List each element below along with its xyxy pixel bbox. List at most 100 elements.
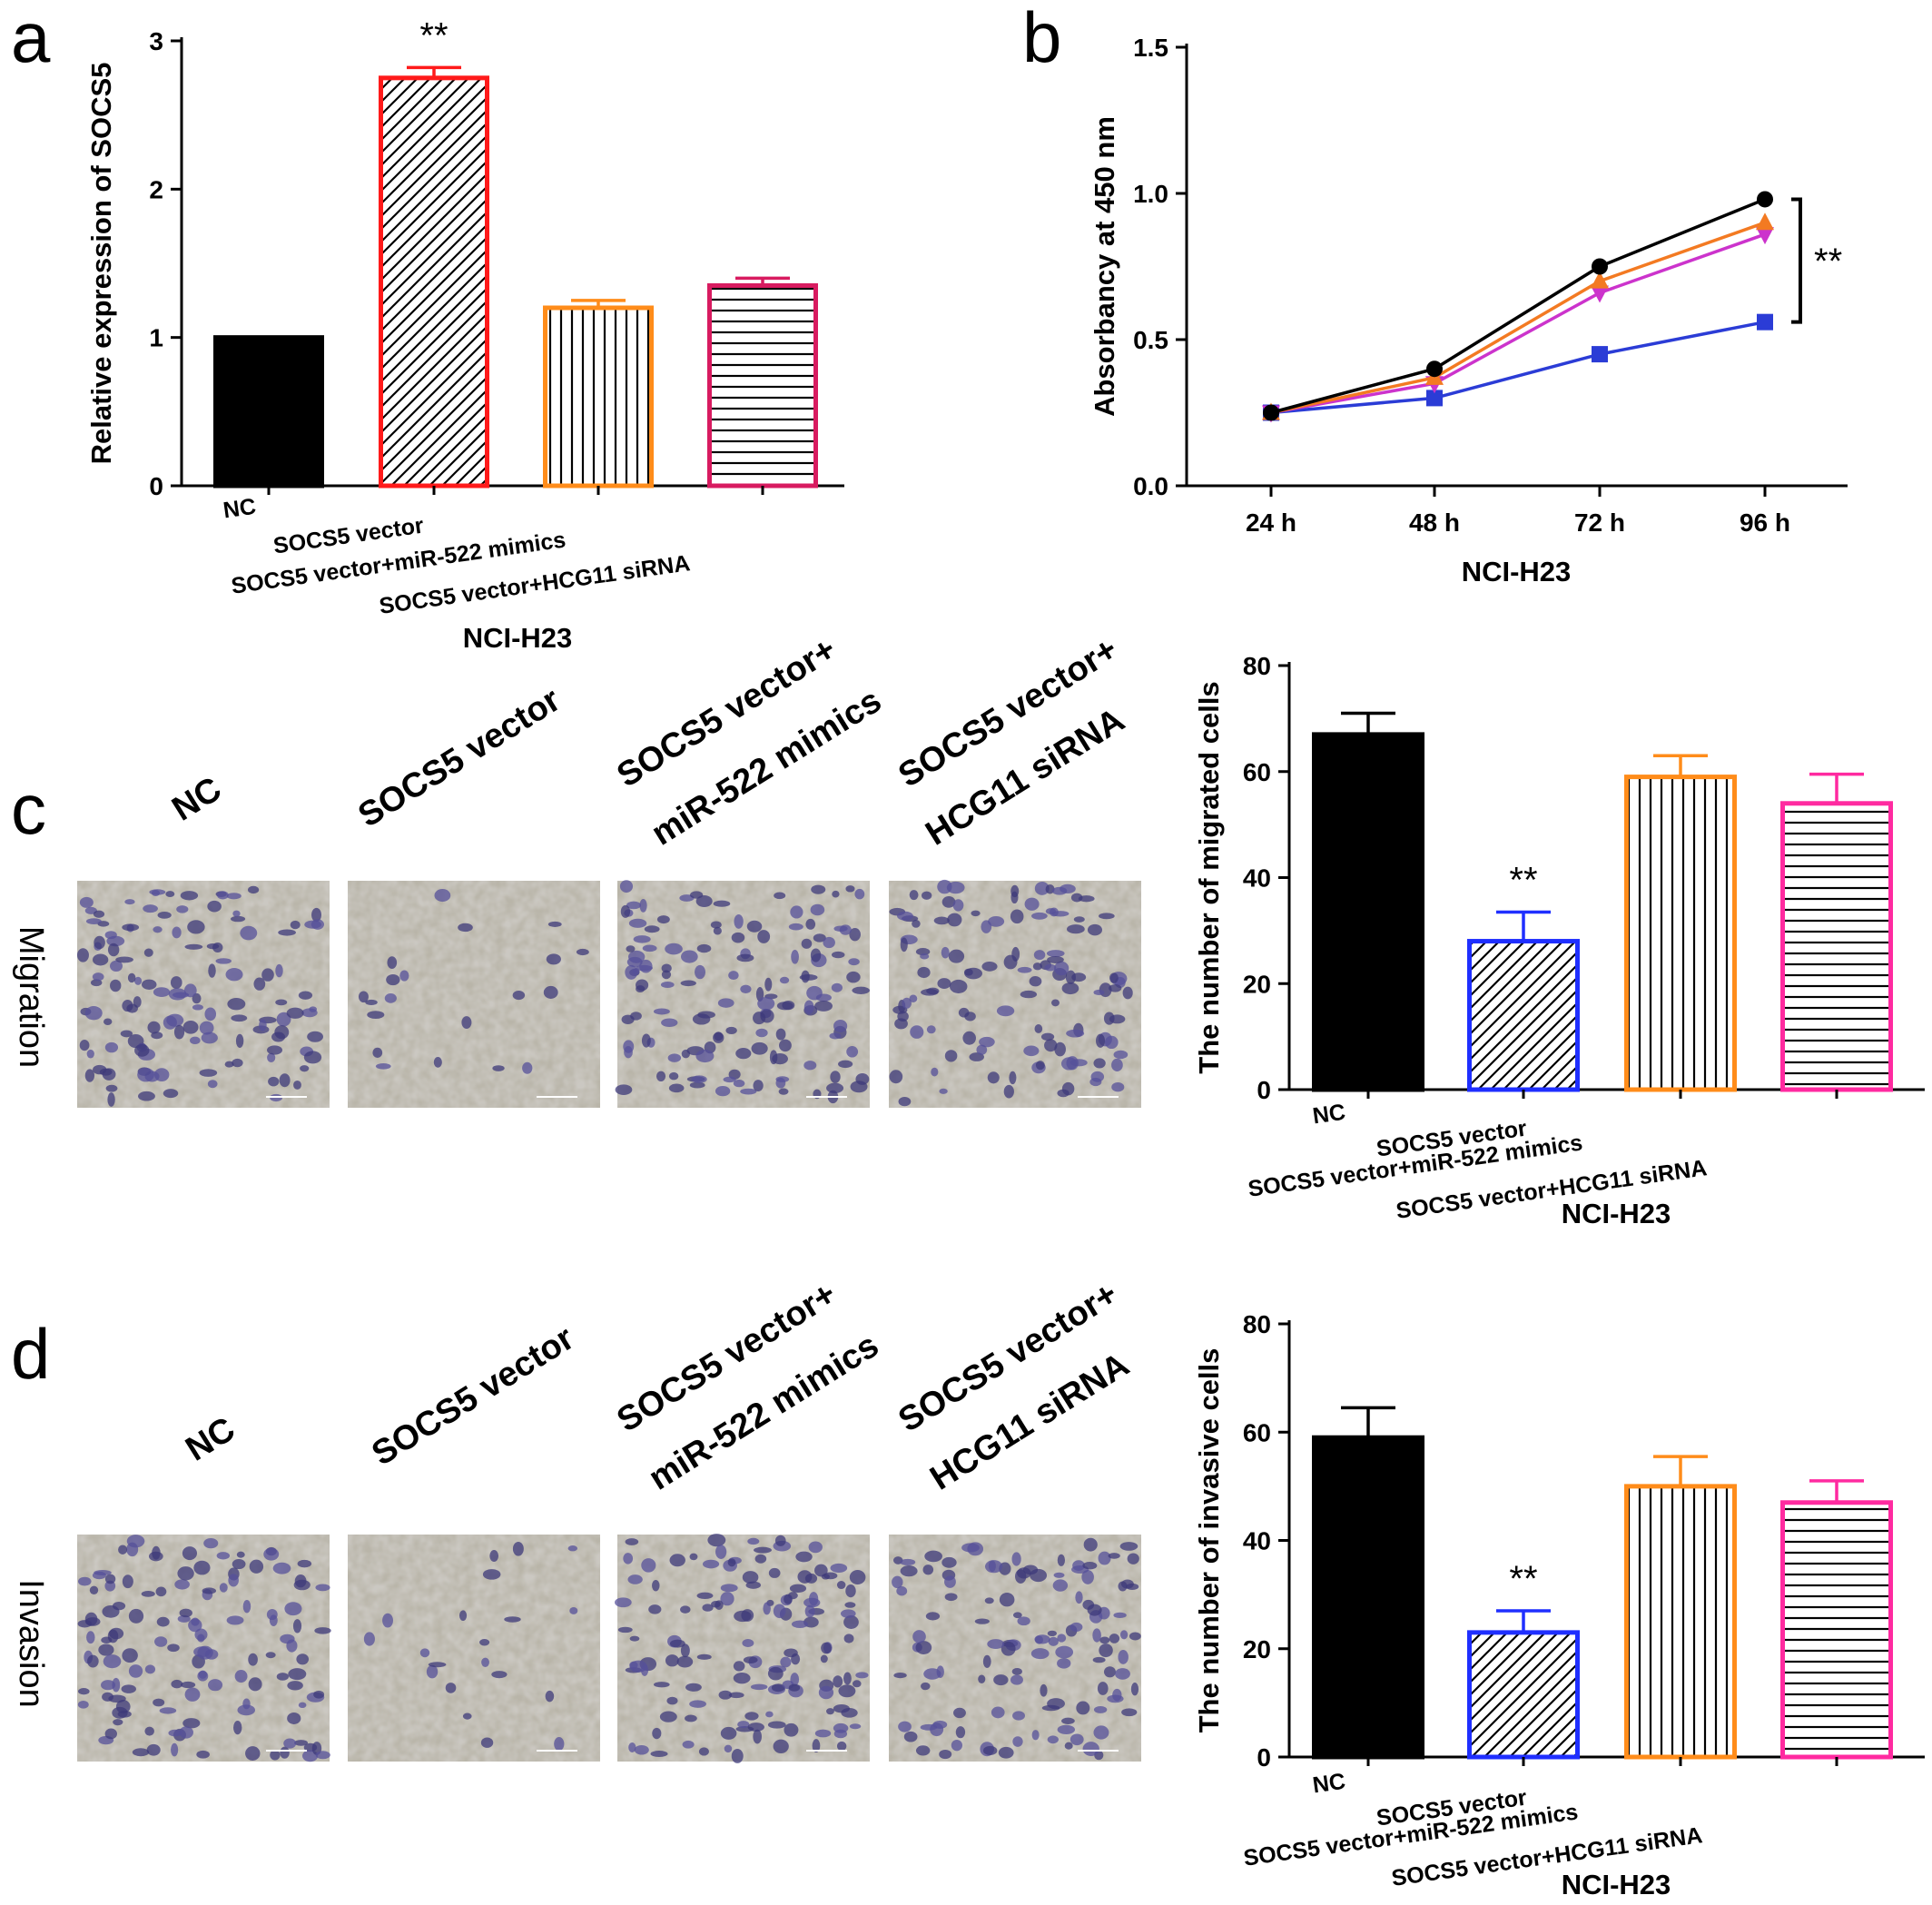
- stained-cell: [682, 1740, 695, 1749]
- stained-cell: [776, 1002, 794, 1011]
- stained-cell: [654, 1682, 670, 1688]
- stained-cell: [1061, 1081, 1075, 1096]
- panel-d-condition-headers: NC SOCS5 vector SOCS5 vector+ miR-522 mi…: [180, 1275, 1137, 1498]
- y-tick-label: 80: [1243, 652, 1271, 680]
- stained-cell: [791, 1620, 809, 1629]
- stained-cell: [253, 977, 266, 991]
- stained-cell: [778, 1088, 789, 1095]
- stained-cell: [276, 1012, 291, 1027]
- stained-cell: [101, 1680, 116, 1691]
- data-point: [1756, 212, 1774, 231]
- stained-cell: [944, 1575, 956, 1588]
- stained-cell: [826, 1082, 844, 1094]
- y-tick-label: 40: [1243, 864, 1271, 893]
- stained-cell: [893, 1672, 907, 1679]
- stained-cell: [1070, 1622, 1083, 1632]
- stained-cell: [974, 1618, 990, 1624]
- stained-cell: [1034, 882, 1050, 895]
- stained-cell: [744, 1712, 759, 1721]
- stained-cell: [780, 1656, 792, 1668]
- stained-cell: [931, 1067, 939, 1077]
- stained-cell: [855, 1672, 869, 1679]
- stained-cell: [629, 1635, 640, 1642]
- stained-cell: [746, 920, 763, 933]
- stained-cell: [1052, 1579, 1069, 1592]
- stained-cell: [755, 1028, 768, 1038]
- stained-cell: [814, 1564, 828, 1577]
- stained-cell: [307, 1031, 324, 1042]
- stained-cell: [833, 1729, 848, 1739]
- stained-cell: [182, 1718, 201, 1729]
- stained-cell: [1010, 1674, 1023, 1685]
- stained-cell: [138, 1091, 155, 1101]
- stained-cell: [1127, 1553, 1139, 1564]
- stained-cell: [230, 915, 246, 923]
- stained-cell: [109, 1627, 124, 1640]
- stained-cell: [939, 1749, 952, 1760]
- y-tick-label: 20: [1243, 1635, 1271, 1663]
- chart-d-invasive-cells: 0 20 40 60 80 The number of invasive cells ** N…: [1193, 1310, 1925, 1900]
- y-axis-title: Absorbancy at 450 nm: [1089, 116, 1120, 417]
- micrograph-texture: [348, 881, 600, 1108]
- stained-cell: [445, 1683, 457, 1693]
- stained-cell: [982, 1745, 998, 1756]
- y-tick-label: 1.0: [1133, 180, 1168, 208]
- stained-cell: [685, 1714, 697, 1722]
- stained-cell: [1083, 1537, 1098, 1552]
- stained-cell: [1113, 1612, 1127, 1619]
- stained-cell: [245, 1746, 261, 1761]
- stained-cell: [636, 964, 653, 972]
- stained-cell: [202, 1587, 217, 1594]
- stained-cell: [841, 1707, 858, 1718]
- y-axis-title: The number of migrated cells: [1193, 681, 1225, 1073]
- stained-cell: [1099, 1636, 1110, 1644]
- x-category-label: NC: [1311, 1100, 1347, 1130]
- stained-cell: [1045, 908, 1057, 914]
- micrograph-texture: [348, 1535, 600, 1762]
- stained-cell: [615, 1084, 633, 1095]
- stained-cell: [917, 966, 931, 979]
- stained-cell: [915, 948, 931, 956]
- stained-cell: [110, 960, 123, 972]
- stained-cell: [728, 1692, 744, 1699]
- stained-cell: [153, 1068, 170, 1082]
- stained-cell: [801, 970, 810, 983]
- stained-cell: [1047, 955, 1064, 963]
- stained-cell: [821, 1574, 830, 1580]
- stained-cell: [197, 1634, 205, 1643]
- stained-cell: [1122, 986, 1133, 1000]
- stained-cell: [132, 1748, 150, 1757]
- stained-cell: [143, 948, 153, 957]
- stained-cell: [1057, 1724, 1076, 1734]
- stained-cell: [141, 979, 157, 990]
- stained-cell: [567, 1545, 577, 1552]
- stained-cell: [1066, 924, 1085, 934]
- y-tick-label: 0: [1257, 1076, 1271, 1104]
- stained-cell: [625, 1538, 639, 1545]
- stained-cell: [208, 1679, 223, 1692]
- stained-cell: [848, 958, 860, 966]
- stained-cell: [728, 971, 739, 981]
- stained-cell: [480, 1737, 494, 1748]
- stained-cell: [742, 1571, 759, 1584]
- stained-cell: [1051, 886, 1068, 895]
- y-tick-label: 0.5: [1133, 326, 1168, 354]
- stained-cell: [426, 1664, 439, 1679]
- stained-cell: [947, 913, 962, 927]
- stained-cell: [849, 928, 861, 942]
- stained-cell: [107, 943, 120, 957]
- stained-cell: [104, 1041, 119, 1053]
- stained-cell: [265, 1652, 276, 1659]
- stained-cell: [242, 1698, 251, 1710]
- x-axis-title: NCI-H23: [1562, 1869, 1671, 1900]
- stained-cell: [1047, 1698, 1065, 1710]
- stained-cell: [171, 1679, 183, 1689]
- panel-label-a: a: [11, 0, 51, 77]
- stained-cell: [545, 1690, 555, 1703]
- stained-cell: [226, 1615, 244, 1625]
- stained-cell: [1046, 950, 1065, 958]
- stained-cell: [774, 1535, 786, 1546]
- series-line: [1270, 221, 1766, 415]
- stained-cell: [991, 1706, 1005, 1719]
- stained-cell: [86, 1049, 94, 1059]
